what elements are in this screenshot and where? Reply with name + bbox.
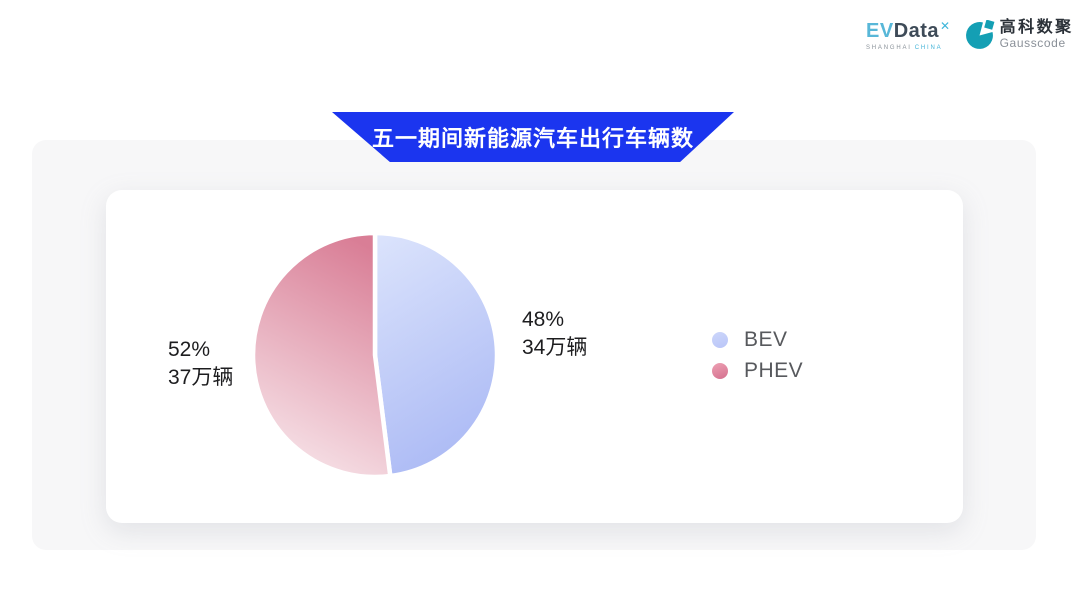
bev-data-label: 48% 34万辆 (522, 306, 587, 362)
evdata-subtitle-china: CHINA (914, 45, 943, 51)
legend-item-bev[interactable]: BEV (712, 328, 803, 352)
gausscode-icon (965, 20, 995, 49)
legend-item-phev[interactable]: PHEV (712, 359, 803, 383)
gausscode-name-en: Gausscode (999, 36, 1066, 50)
chart-panel: 52% 37万辆 48% 34万辆 BEV PHEV (32, 140, 1036, 550)
legend-label-bev: BEV (744, 328, 788, 351)
evdata-logo: EVData✕ SHANGHAI CHINA (866, 18, 951, 51)
evdata-ev-text: EV (866, 20, 894, 42)
evdata-x-icon: ✕ (940, 19, 951, 33)
chart-title: 五一期间新能源汽车出行车辆数 (371, 126, 694, 151)
legend-marker-phev (712, 363, 728, 379)
legend-marker-bev (712, 332, 728, 348)
bev-percent-label: 48% (522, 308, 565, 331)
evdata-subtitle-shanghai: SHANGHAI (866, 45, 912, 51)
evdata-wordmark: EVData✕ (866, 19, 951, 43)
gausscode-text: 高科数聚 Gausscode (1000, 19, 1074, 50)
legend-label-phev: PHEV (744, 359, 804, 382)
evdata-subtitle: SHANGHAI CHINA (866, 45, 951, 51)
phev-percent-label: 52% (168, 338, 211, 361)
phev-data-label: 52% 37万辆 (168, 336, 233, 392)
pie-chart (240, 220, 510, 490)
bev-value-label: 34万辆 (522, 336, 588, 359)
gausscode-logo: 高科数聚 Gausscode (964, 18, 1074, 51)
pie-slice-bev[interactable] (372, 230, 500, 479)
phev-value-label: 37万辆 (168, 366, 234, 389)
evdata-data-text: Data (893, 20, 940, 42)
chart-legend: BEV PHEV (712, 328, 803, 383)
brand-area: EVData✕ SHANGHAI CHINA 高科数聚 Gausscode (866, 18, 1074, 51)
chart-card: 52% 37万辆 48% 34万辆 BEV PHEV (106, 190, 963, 523)
chart-title-banner: 五一期间新能源汽车出行车辆数 (332, 112, 734, 162)
gausscode-name-cn: 高科数聚 (999, 19, 1074, 36)
pie-slice-phev[interactable] (250, 230, 393, 480)
